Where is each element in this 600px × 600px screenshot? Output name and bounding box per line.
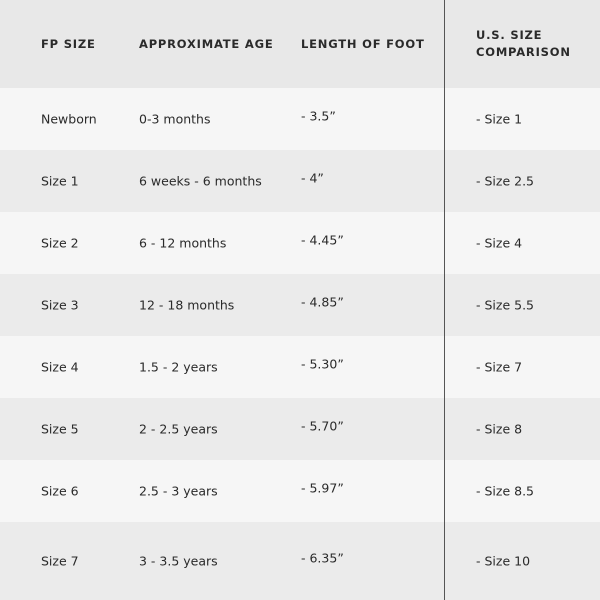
- header-cell: U.S. SIZE COMPARISON: [476, 28, 571, 59]
- table-cell: - Size 1: [476, 111, 523, 127]
- table-cell: - 4.85”: [301, 294, 344, 310]
- table-cell: Size 6: [41, 483, 79, 499]
- table-cell: Size 1: [41, 173, 79, 189]
- table-cell: 3 - 3.5 years: [139, 553, 218, 569]
- table-row: Size 1 6 weeks - 6 months - 4” - Size 2.5: [0, 150, 600, 212]
- table-cell: - Size 2.5: [476, 173, 534, 189]
- table-cell: - 3.5”: [301, 108, 336, 124]
- header-cell: LENGTH OF FOOT: [301, 37, 425, 51]
- table-cell: 6 - 12 months: [139, 235, 227, 251]
- table-cell: Size 2: [41, 235, 79, 251]
- table-cell: Newborn: [41, 111, 97, 127]
- table-row: Size 7 3 - 3.5 years - 6.35” - Size 10: [0, 522, 600, 600]
- table-cell: - Size 8.5: [476, 483, 534, 499]
- column-divider: [444, 0, 445, 600]
- table-cell: - Size 7: [476, 359, 523, 375]
- table-cell: - 4”: [301, 170, 324, 186]
- table-cell: - 4.45”: [301, 232, 344, 248]
- table-cell: - 6.35”: [301, 550, 344, 566]
- table-row: Size 5 2 - 2.5 years - 5.70” - Size 8: [0, 398, 600, 460]
- table-row: Size 3 12 - 18 months - 4.85” - Size 5.5: [0, 274, 600, 336]
- header-cell: APPROXIMATE AGE: [139, 37, 274, 51]
- table-cell: 2.5 - 3 years: [139, 483, 218, 499]
- table-cell: 2 - 2.5 years: [139, 421, 218, 437]
- table-cell: - 5.97”: [301, 480, 344, 496]
- table-cell: 0-3 months: [139, 111, 211, 127]
- table-row: Size 6 2.5 - 3 years - 5.97” - Size 8.5: [0, 460, 600, 522]
- table-cell: Size 3: [41, 297, 79, 313]
- table-cell: 12 - 18 months: [139, 297, 235, 313]
- table-cell: - Size 5.5: [476, 297, 534, 313]
- table-cell: - Size 4: [476, 235, 523, 251]
- table-cell: Size 7: [41, 553, 79, 569]
- table-row: Size 4 1.5 - 2 years - 5.30” - Size 7: [0, 336, 600, 398]
- table-row: Newborn 0-3 months - 3.5” - Size 1: [0, 88, 600, 150]
- table-cell: - 5.30”: [301, 356, 344, 372]
- header-row: FP SIZE APPROXIMATE AGE LENGTH OF FOOT U.S.…: [0, 0, 600, 88]
- table-cell: - Size 10: [476, 553, 531, 569]
- table-cell: - 5.70”: [301, 418, 344, 434]
- table-cell: - Size 8: [476, 421, 523, 437]
- table-cell: 1.5 - 2 years: [139, 359, 218, 375]
- table-cell: 6 weeks - 6 months: [139, 173, 262, 189]
- header-cell: FP SIZE: [41, 37, 96, 51]
- table-cell: Size 5: [41, 421, 79, 437]
- table-row: Size 2 6 - 12 months - 4.45” - Size 4: [0, 212, 600, 274]
- table-cell: Size 4: [41, 359, 79, 375]
